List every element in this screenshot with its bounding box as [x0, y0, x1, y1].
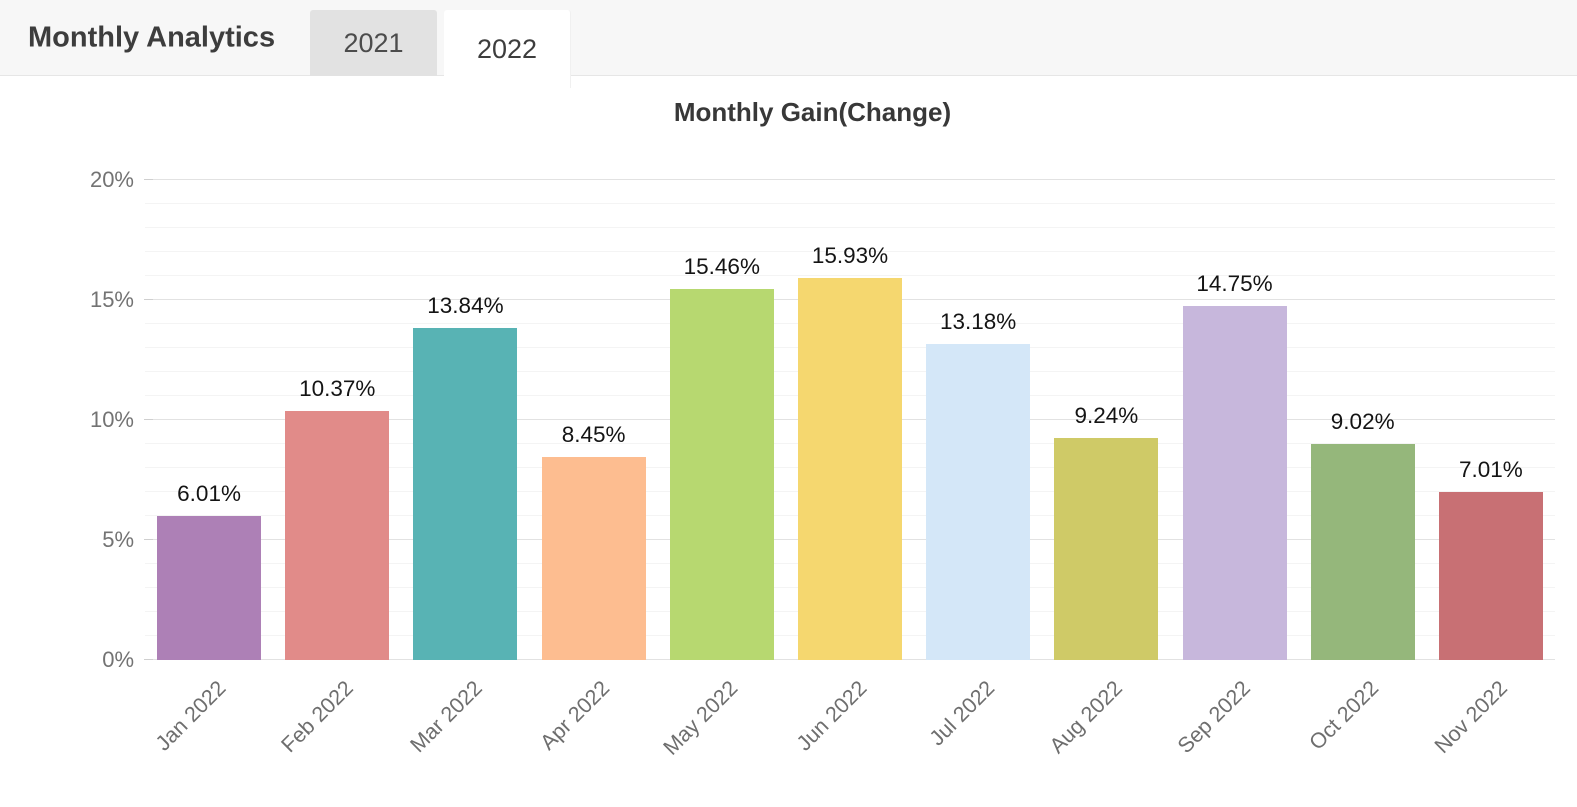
y-axis-label: 10% [89, 407, 134, 432]
bar-value-label: 15.93% [811, 242, 889, 268]
tab-2021[interactable]: 2021 [310, 10, 437, 76]
gridline [144, 179, 1555, 180]
bar-slot: 13.84% Mar 2022 [401, 180, 529, 757]
bar-slot: 13.18% Jul 2022 [914, 180, 1042, 750]
x-axis-label: Aug 2022 [1045, 676, 1128, 759]
tab-2022[interactable]: 2022 [444, 10, 571, 88]
bar-slot: 8.45% Apr 2022 [530, 180, 658, 755]
x-axis-label: May 2022 [659, 676, 743, 760]
bar-slot: 9.24% Aug 2022 [1042, 180, 1170, 758]
gridline [145, 275, 1555, 276]
bar-jan-2022[interactable] [157, 515, 262, 660]
bar-value-label: 9.24% [1074, 403, 1139, 429]
x-axis-label: Nov 2022 [1429, 676, 1512, 759]
bar-slot: 9.02% Oct 2022 [1299, 180, 1427, 755]
bar-value-label: 10.37% [299, 376, 376, 402]
chart-title: Monthly Gain(Change) [673, 97, 952, 127]
x-axis-label: Jan 2022 [150, 676, 231, 756]
bar-slot: 7.01% Nov 2022 [1427, 180, 1555, 758]
bar-sep-2022[interactable] [1182, 306, 1287, 660]
x-axis-label: Mar 2022 [405, 676, 487, 758]
bar-nov-2022[interactable] [1438, 491, 1543, 660]
bar-slot: 14.75% Sep 2022 [1170, 180, 1298, 758]
bar-value-label: 13.18% [940, 308, 1017, 334]
bar-aug-2022[interactable] [1054, 438, 1159, 660]
x-axis-label: Apr 2022 [535, 676, 615, 755]
y-axis-label: 5% [102, 527, 134, 552]
x-axis-label: Jun 2022 [791, 676, 871, 756]
gridline [145, 203, 1555, 204]
gridline [145, 227, 1555, 228]
bar-value-label: 6.01% [177, 480, 241, 506]
bar-slot: 15.93% Jun 2022 [786, 180, 914, 756]
bar-value-label: 14.75% [1196, 271, 1273, 296]
header: Monthly Analytics 2021 2022 [0, 0, 1577, 88]
x-axis-label: Feb 2022 [277, 676, 359, 758]
bar-value-label: 13.84% [427, 292, 504, 318]
bar-oct-2022[interactable] [1310, 443, 1415, 660]
bar-value-label: 7.01% [1458, 456, 1523, 482]
bar-mar-2022[interactable] [413, 327, 518, 660]
bar-value-label: 9.02% [1330, 408, 1395, 434]
bar-apr-2022[interactable] [541, 457, 646, 660]
bar-may-2022[interactable] [669, 288, 774, 660]
bar-slot: 6.01% Jan 2022 [145, 180, 273, 756]
bar-jul-2022[interactable] [926, 343, 1031, 660]
y-axis-label: 20% [89, 167, 134, 192]
bar-value-label: 8.45% [561, 422, 626, 448]
bar-value-label: 15.46% [683, 253, 760, 279]
x-axis-label: Oct 2022 [1305, 676, 1384, 755]
x-axis-label: Jul 2022 [924, 676, 1000, 751]
y-axis-label: 15% [89, 287, 134, 312]
plot-area: 6.01% Jan 2022 10.37% Feb 2022 13.84% Mar 202… [144, 179, 1555, 760]
gridline [145, 251, 1555, 252]
bar-slot: 10.37% Feb 2022 [273, 180, 401, 757]
bar-slot: 15.46% May 2022 [658, 180, 786, 760]
chart-section: Monthly Gain(Change) 0% 5% 10% 15% 20% 6.01%… [0, 76, 1577, 807]
page-title: Monthly Analytics [28, 21, 276, 53]
y-axis-label: 0% [102, 647, 134, 672]
bar-feb-2022[interactable] [285, 411, 390, 660]
x-axis-label: Sep 2022 [1173, 676, 1256, 759]
bar-jun-2022[interactable] [797, 277, 902, 660]
